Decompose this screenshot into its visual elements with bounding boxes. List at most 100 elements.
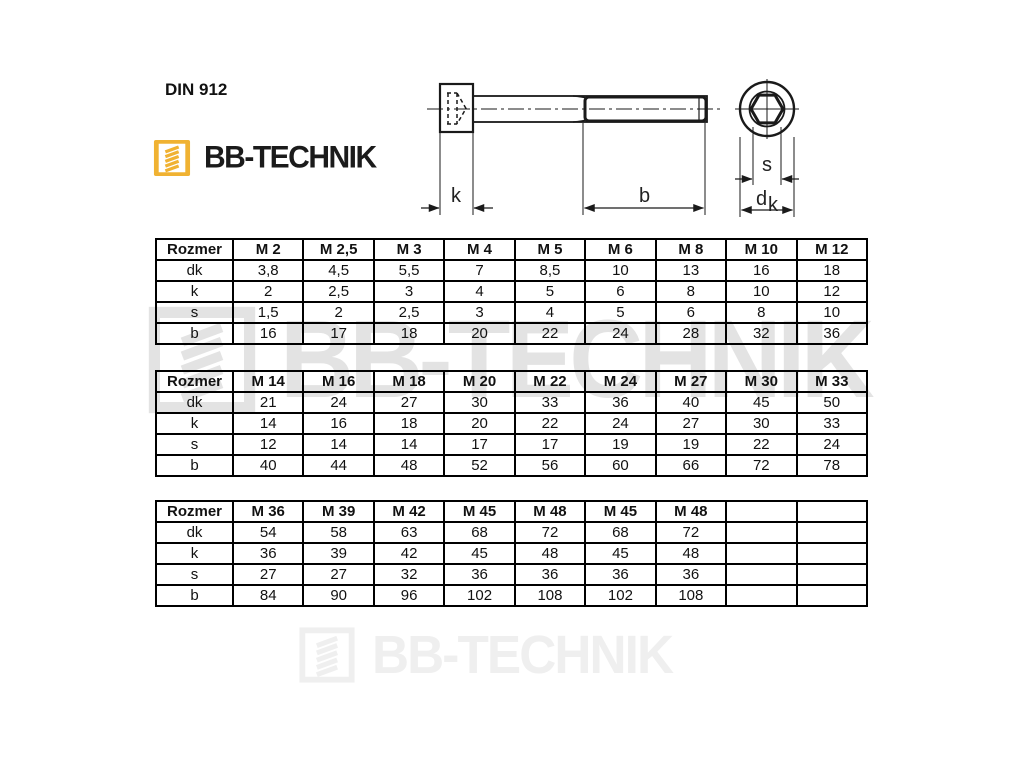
value-cell: 45: [725, 391, 798, 414]
value-cell: 2: [302, 301, 375, 324]
watermark-text: BB-TECHNIK: [372, 625, 674, 685]
value-cell: 19: [584, 433, 657, 456]
value-cell: 90: [302, 584, 375, 607]
value-cell: 36: [584, 563, 657, 586]
value-cell: 4: [513, 301, 587, 324]
value-cell: 45: [584, 542, 657, 565]
value-cell: 72: [725, 454, 798, 477]
dim-label-dk-sub: k: [768, 194, 779, 216]
value-cell: 66: [654, 454, 728, 477]
value-cell: 10: [725, 280, 798, 303]
value-cell: 30: [725, 412, 798, 435]
value-cell: 22: [725, 433, 798, 456]
value-cell: 10: [584, 259, 657, 282]
value-cell: 72: [654, 521, 728, 544]
size-header-cell: M 8: [654, 238, 728, 261]
size-header-cell: M 30: [725, 370, 798, 393]
screw-end-view: s d k: [735, 79, 799, 217]
value-cell: 68: [443, 521, 516, 544]
size-header-cell: M 45: [443, 500, 516, 523]
row-label-cell: b: [155, 322, 234, 345]
size-header-cell: M 4: [443, 238, 516, 261]
value-cell: 24: [584, 412, 657, 435]
value-cell: 108: [513, 584, 587, 607]
size-header-cell: M 48: [654, 500, 728, 523]
value-cell: [795, 521, 868, 544]
value-cell: 63: [372, 521, 446, 544]
value-cell: 44: [302, 454, 375, 477]
value-cell: 8: [654, 280, 728, 303]
value-cell: 14: [231, 412, 305, 435]
value-cell: 27: [231, 563, 305, 586]
table-row: b 16 17 18 20 22 24 28 32 36: [155, 322, 868, 345]
value-cell: 39: [302, 542, 375, 565]
size-header-cell: M 45: [584, 500, 657, 523]
table-row: b 84 90 96 102 108 102 108: [155, 584, 868, 607]
value-cell: 3,8: [231, 259, 305, 282]
value-cell: [725, 521, 798, 544]
corner-header-cell: Rozmer: [155, 370, 234, 393]
value-cell: 5: [584, 301, 657, 324]
value-cell: 56: [513, 454, 587, 477]
size-header-cell: M 39: [302, 500, 375, 523]
value-cell: 18: [372, 322, 446, 345]
size-header-cell: M 6: [584, 238, 657, 261]
value-cell: 48: [513, 542, 587, 565]
size-header-cell: M 18: [372, 370, 446, 393]
size-header-cell: M 2: [231, 238, 305, 261]
value-cell: 19: [654, 433, 728, 456]
size-header-cell: M 14: [231, 370, 305, 393]
value-cell: [725, 584, 798, 607]
row-label-cell: s: [155, 433, 234, 456]
value-cell: 40: [231, 454, 305, 477]
value-cell: 6: [654, 301, 728, 324]
value-cell: 17: [302, 322, 375, 345]
table-row: s 12 14 14 17 17 19 19 22 24: [155, 433, 868, 456]
value-cell: 102: [443, 584, 516, 607]
table-row: dk 54 58 63 68 72 68 72: [155, 521, 868, 544]
brand-screw-icon: [153, 139, 191, 177]
value-cell: 108: [654, 584, 728, 607]
value-cell: 36: [584, 391, 657, 414]
value-cell: 12: [231, 433, 305, 456]
size-header-cell: M 22: [513, 370, 587, 393]
value-cell: [795, 563, 868, 586]
table-row: dk 3,8 4,5 5,5 7 8,5 10 13 16 18: [155, 259, 868, 282]
value-cell: 50: [795, 391, 868, 414]
row-label-cell: k: [155, 542, 234, 565]
table-row: s 1,5 2 2,5 3 4 5 6 8 10: [155, 301, 868, 324]
size-header-cell: M 24: [584, 370, 657, 393]
value-cell: 24: [302, 391, 375, 414]
page-title: DIN 912: [165, 80, 228, 99]
value-cell: 20: [443, 322, 516, 345]
value-cell: 45: [443, 542, 516, 565]
size-header-cell: M 5: [513, 238, 587, 261]
value-cell: [795, 584, 868, 607]
value-cell: 14: [302, 433, 375, 456]
row-label-cell: s: [155, 301, 234, 324]
value-cell: [795, 542, 868, 565]
value-cell: 2: [231, 280, 305, 303]
value-cell: 24: [795, 433, 868, 456]
value-cell: 16: [302, 412, 375, 435]
size-header-cell: M 48: [513, 500, 587, 523]
value-cell: [725, 542, 798, 565]
row-label-cell: dk: [155, 259, 234, 282]
value-cell: 12: [795, 280, 868, 303]
value-cell: 4: [443, 280, 516, 303]
value-cell: 48: [372, 454, 446, 477]
value-cell: 10: [795, 301, 868, 324]
value-cell: 36: [654, 563, 728, 586]
table-row: b 40 44 48 52 56 60 66 72 78: [155, 454, 868, 477]
screw-icon: [299, 627, 355, 683]
size-table-3: Rozmer M 36 M 39 M 42 M 45 M 48 M 45 M 48 dk 54 58…: [155, 500, 868, 607]
table-row: s 27 27 32 36 36 36 36: [155, 563, 868, 586]
size-header-cell: M 36: [231, 500, 305, 523]
value-cell: 8,5: [513, 259, 587, 282]
size-header-cell: [725, 500, 798, 523]
table-row: k 14 16 18 20 22 24 27 30 33: [155, 412, 868, 435]
size-header-cell: M 10: [725, 238, 798, 261]
size-header-cell: M 27: [654, 370, 728, 393]
value-cell: 27: [372, 391, 446, 414]
